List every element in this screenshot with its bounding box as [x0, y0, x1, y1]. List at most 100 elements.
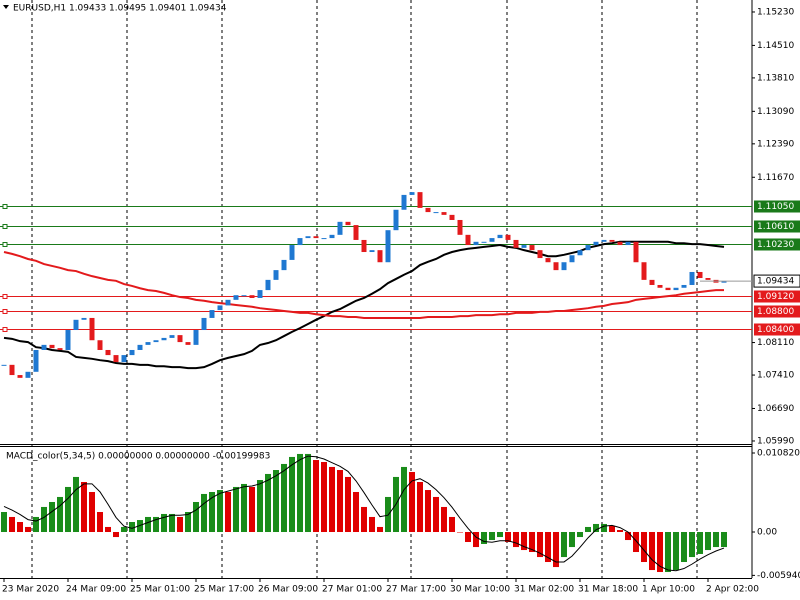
indicator-title: MACD_color(5,34,5) 0.00000000 0.00000000…	[6, 452, 270, 462]
histogram-bar	[505, 532, 511, 543]
histogram-bar	[417, 481, 423, 533]
histogram-bar	[537, 532, 543, 558]
candle	[337, 221, 343, 235]
histogram-bar	[545, 532, 551, 563]
candle	[465, 234, 471, 246]
candle	[1, 364, 7, 366]
level-label-box	[754, 238, 800, 251]
histogram-bar	[321, 461, 327, 533]
candle	[673, 287, 679, 291]
x-tick-label: 27 Mar 01:00	[322, 585, 382, 595]
candle	[137, 344, 143, 350]
histogram-bar	[89, 491, 95, 533]
candle	[313, 236, 319, 239]
histogram-bar	[497, 532, 503, 538]
candle	[425, 207, 431, 213]
candle	[25, 371, 31, 378]
level-label: 1.08800	[757, 307, 794, 317]
y-tick-label: 1.14510	[757, 41, 794, 51]
candle	[401, 194, 407, 210]
histogram-bar	[577, 532, 583, 538]
histogram-bar	[113, 532, 119, 538]
candle	[489, 238, 495, 242]
histogram-bar	[433, 496, 439, 533]
histogram-bar	[681, 532, 687, 563]
candle	[481, 241, 487, 243]
histogram-bar	[121, 526, 127, 533]
histogram-bar	[209, 491, 215, 533]
candle	[73, 319, 79, 331]
candle	[409, 192, 415, 195]
x-tick-label: 25 Mar 01:00	[130, 585, 190, 595]
histogram-bar	[241, 483, 247, 533]
x-tick-label: 25 Mar 17:00	[194, 585, 254, 595]
histogram-bar	[297, 453, 303, 533]
histogram-bar	[473, 532, 479, 548]
level-label: 1.10230	[757, 240, 794, 250]
last-price-label: 1.09434	[757, 277, 794, 287]
histogram-bar	[641, 532, 647, 563]
level-label: 1.10610	[757, 222, 794, 232]
histogram-bar	[481, 532, 487, 544]
x-tick-label: 1 Apr 10:00	[642, 585, 695, 595]
candle	[681, 284, 687, 288]
level-label: 1.11050	[757, 202, 794, 212]
level-label-box	[754, 305, 800, 318]
histogram-bar	[529, 532, 535, 553]
histogram-bar	[369, 516, 375, 533]
y-tick-label: 1.07410	[757, 371, 794, 381]
y-tick-label: 1.11670	[757, 173, 794, 183]
x-tick-label: 26 Mar 09:00	[258, 585, 318, 595]
candle	[361, 239, 367, 253]
level-label-box	[754, 323, 800, 336]
x-tick-label: 24 Mar 09:00	[66, 585, 126, 595]
candle	[657, 284, 663, 288]
y-tick-label: 0.00	[757, 528, 777, 538]
candle	[457, 219, 463, 235]
candle	[89, 317, 95, 341]
y-tick-label: 1.06690	[757, 404, 794, 414]
menu-arrow[interactable]	[3, 5, 9, 9]
moving-average	[3, 251, 724, 319]
histogram-bar	[625, 532, 631, 541]
y-tick-label: 1.13090	[757, 107, 794, 117]
candle	[521, 245, 527, 248]
histogram-bar	[257, 480, 263, 533]
candle	[649, 279, 655, 285]
y-tick-label: 1.12390	[757, 139, 794, 149]
candle	[177, 335, 183, 343]
histogram-bar	[185, 512, 191, 533]
histogram-bar	[457, 532, 463, 533]
candle	[665, 287, 671, 291]
candle	[17, 375, 23, 378]
histogram-bar	[217, 490, 223, 533]
chart-title: EURUSD,H1 1.09433 1.09495 1.09401 1.0943…	[13, 4, 227, 14]
histogram-bar	[441, 506, 447, 533]
histogram-bar	[65, 486, 71, 533]
histogram-bar	[305, 453, 311, 533]
candle	[537, 250, 543, 259]
y-tick-label: 1.08110	[757, 338, 794, 348]
candle	[369, 250, 375, 253]
candle	[377, 250, 383, 263]
histogram-bar	[281, 463, 287, 533]
histogram-bar	[665, 532, 671, 573]
candle	[273, 270, 279, 280]
candle	[601, 239, 607, 242]
histogram-bar	[129, 522, 135, 533]
x-tick-label: 31 Mar 02:00	[514, 585, 574, 595]
candle	[321, 238, 327, 240]
level-label: 1.08400	[757, 325, 794, 335]
histogram-bar	[593, 523, 599, 533]
candle	[625, 241, 631, 246]
histogram-bar	[721, 532, 727, 548]
candle	[697, 271, 703, 279]
histogram-bar	[705, 532, 711, 551]
histogram-bar	[361, 506, 367, 533]
candle	[345, 221, 351, 226]
histogram-bar	[609, 526, 615, 533]
histogram-bar	[25, 526, 31, 533]
histogram-bar	[33, 516, 39, 533]
candle	[49, 344, 55, 349]
